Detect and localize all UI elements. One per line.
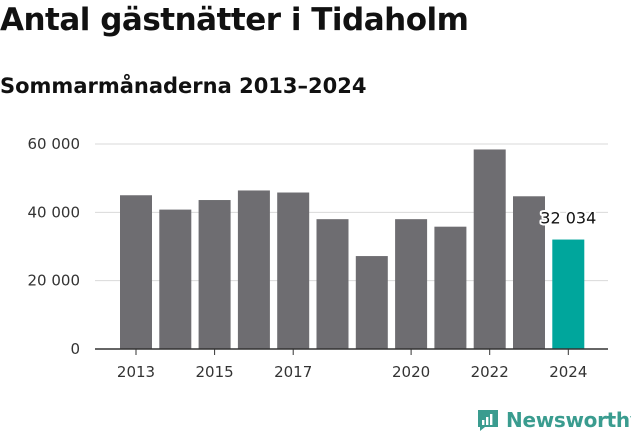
- y-tick-label: 60 000: [28, 135, 81, 153]
- bar: [355, 256, 388, 349]
- bar: [159, 209, 192, 349]
- chart-subtitle: Sommarmånaderna 2013–2024: [0, 74, 367, 98]
- newsworthy-logo-icon: [478, 410, 498, 431]
- bar: [513, 196, 545, 349]
- data-label: 32 034: [540, 209, 596, 228]
- y-tick-label: 40 000: [28, 203, 81, 221]
- bar: [434, 226, 467, 349]
- x-tick-label: 2013: [117, 363, 155, 381]
- bar: [198, 200, 231, 349]
- brand-name: Newsworthy: [506, 408, 631, 432]
- bar: [120, 195, 152, 349]
- chart-title: Antal gästnätter i Tidaholm: [0, 2, 469, 38]
- bar: [316, 219, 349, 349]
- x-tick-label: 2022: [471, 363, 509, 381]
- x-tick-label: 2020: [392, 363, 430, 381]
- bar: [473, 149, 506, 349]
- x-tick-label: 2015: [196, 363, 234, 381]
- brand-logo: Newsworthy: [476, 408, 631, 432]
- x-tick-label: 2024: [549, 363, 587, 381]
- y-tick-label: 20 000: [28, 272, 81, 290]
- bar: [395, 219, 428, 349]
- bar-chart: 0 20 000 40 000 60 000 2013 2015 2017 2020 2022 2…: [28, 135, 608, 381]
- bar: [552, 239, 585, 349]
- y-tick-label: 0: [70, 340, 80, 358]
- bar: [277, 192, 310, 349]
- x-tick-label: 2017: [274, 363, 312, 381]
- bar: [237, 190, 270, 349]
